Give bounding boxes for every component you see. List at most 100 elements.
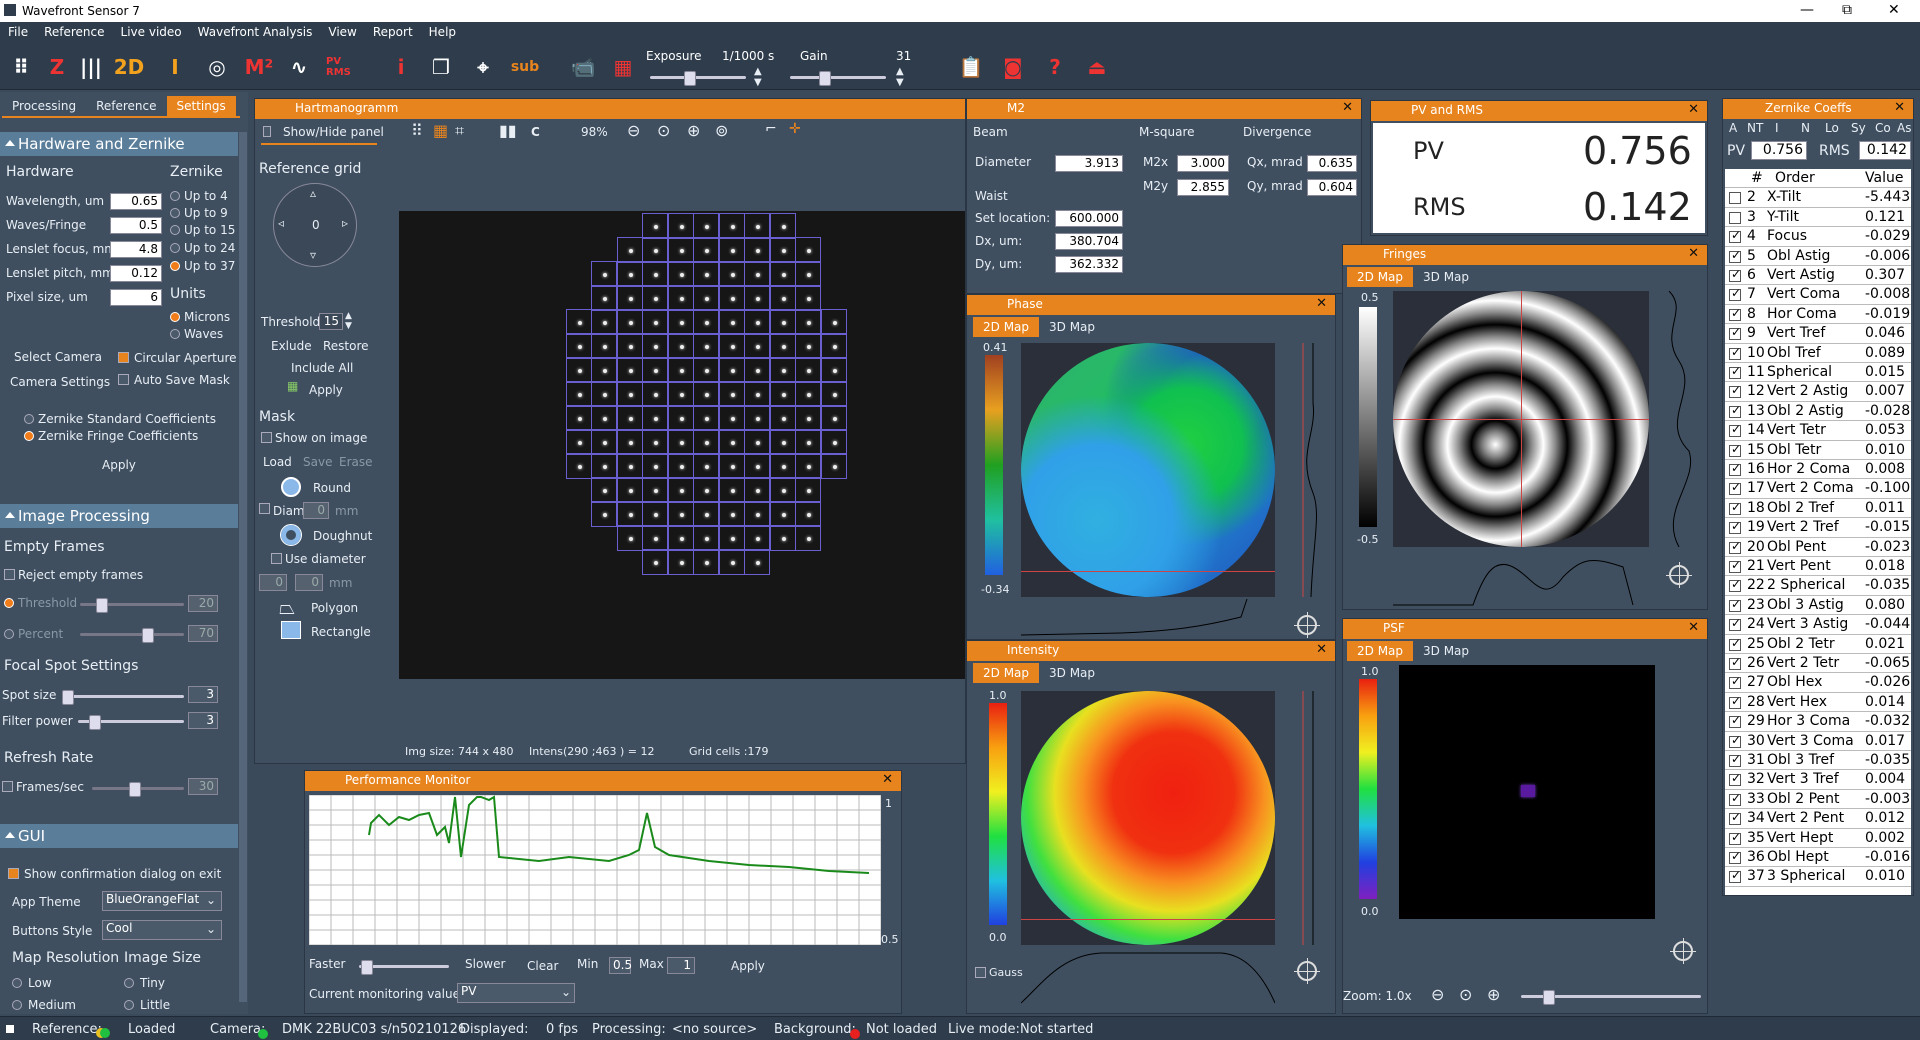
polygon-icon[interactable]: ⏢ — [279, 595, 295, 619]
intensity-map[interactable] — [1021, 691, 1275, 945]
close-icon[interactable]: ✕ — [1316, 642, 1327, 657]
use-diameter-checkbox[interactable] — [271, 553, 282, 564]
zernike-row-checkbox[interactable] — [1729, 519, 1741, 535]
circular-aperture-checkbox[interactable] — [118, 352, 129, 363]
psf-zoom-fit-icon[interactable]: ⊙ — [1459, 985, 1473, 1004]
crosshair-icon[interactable]: ⌖ — [477, 55, 489, 79]
show-hide-label[interactable]: Show/Hide panel — [283, 125, 384, 139]
zernike-row[interactable]: 5 Obl Astig -0.006 — [1725, 246, 1911, 266]
zernike-row[interactable]: 4 Focus -0.029 — [1725, 227, 1911, 247]
tab-processing[interactable]: Processing — [12, 99, 77, 113]
select-camera-button[interactable]: Select Camera — [14, 350, 102, 364]
zernike-row[interactable]: 2 X-Tilt -5.443 — [1725, 188, 1911, 208]
fringes-tab-2d[interactable]: 2D Map — [1347, 267, 1414, 287]
grid-cells-icon[interactable]: ▦ — [433, 121, 449, 140]
zernike-row-checkbox[interactable] — [1729, 267, 1741, 282]
rectangle-icon[interactable] — [281, 621, 301, 639]
app-theme-select[interactable]: BlueOrangeFlat — [102, 891, 222, 911]
hart-threshold-field[interactable]: 15 — [319, 313, 343, 330]
diam-checkbox[interactable] — [259, 503, 270, 514]
menu-reference[interactable]: Reference — [44, 25, 105, 39]
load-button[interactable]: Load — [263, 455, 292, 469]
close-icon[interactable]: ✕ — [882, 772, 893, 787]
zernike-row-checkbox[interactable] — [1729, 577, 1741, 593]
exposure-spin-icon[interactable]: ▲ ▼ — [754, 66, 762, 88]
percent-radio[interactable] — [4, 629, 14, 639]
filter-power-field[interactable]: 3 — [188, 712, 218, 729]
zernike-row-checkbox[interactable] — [1729, 345, 1741, 360]
zernike-row[interactable]: 9 Vert Tref 0.046 — [1725, 324, 1911, 344]
info-icon[interactable]: i — [397, 55, 405, 79]
zernike-row-checkbox[interactable] — [1729, 655, 1741, 670]
zoom-out-icon[interactable]: ⊖ — [627, 121, 641, 140]
diam-field[interactable]: 0 — [303, 502, 329, 519]
zernike-row-checkbox[interactable] — [1729, 791, 1741, 806]
arrow-down-icon[interactable]: ▿ — [310, 248, 317, 262]
zernike-row-checkbox[interactable] — [1729, 192, 1741, 205]
zernike-row-checkbox[interactable] — [1729, 771, 1741, 787]
tab-reference[interactable]: Reference — [96, 99, 157, 113]
wavelength-field[interactable]: 0.65 — [110, 193, 162, 210]
max-field[interactable]: 1 — [667, 957, 695, 974]
filter-a[interactable]: A — [1729, 121, 1738, 135]
close-button[interactable]: ✕ — [1888, 2, 1900, 18]
hartmanogram-image[interactable] — [399, 211, 965, 679]
snapshot-icon[interactable]: ◙ — [1003, 55, 1023, 79]
crosshair-icon[interactable] — [1294, 958, 1320, 984]
grid-icon[interactable]: ⠿ — [13, 55, 29, 79]
zernike-row-checkbox[interactable] — [1729, 442, 1741, 457]
zernike-row[interactable]: 3 Y-Tilt 0.121 — [1725, 207, 1911, 228]
gain-spin-icon[interactable]: ▲ ▼ — [896, 66, 904, 88]
psf-zoom-slider[interactable] — [1521, 990, 1701, 1005]
percent-field[interactable]: 70 — [188, 625, 218, 642]
filter-co[interactable]: Co — [1875, 121, 1891, 135]
report-icon[interactable]: 📋 — [958, 55, 984, 79]
filter-power-slider[interactable] — [78, 715, 184, 730]
apply-grid-icon[interactable]: ▦ — [287, 379, 299, 393]
zernike-row-checkbox[interactable] — [1729, 325, 1741, 341]
fringe-icon[interactable]: ||| — [80, 55, 102, 79]
camera-settings-button[interactable]: Camera Settings — [10, 375, 111, 389]
fps-field[interactable]: 30 — [188, 778, 218, 795]
res-low-radio[interactable] — [12, 978, 22, 988]
zernike-row[interactable]: 373 Spherical 0.010 — [1725, 867, 1911, 887]
arrow-left-icon[interactable]: ◃ — [278, 216, 285, 230]
cross-icon[interactable]: ✛ — [789, 121, 801, 137]
grid-lines-icon[interactable]: ⌗ — [455, 121, 465, 140]
windows-icon[interactable]: ❐ — [432, 55, 450, 79]
exclude-button[interactable]: Exlude — [271, 339, 312, 353]
psf-tab-2d[interactable]: 2D Map — [1347, 641, 1414, 661]
confirm-exit-checkbox[interactable] — [8, 868, 19, 879]
zernike-row-checkbox[interactable] — [1729, 868, 1741, 884]
zernike-row[interactable]: 8 Hor Coma -0.019 — [1725, 304, 1911, 325]
close-icon[interactable]: ✕ — [1342, 100, 1353, 115]
phase-tab-2d[interactable]: 2D Map — [973, 317, 1040, 337]
fringes-map[interactable] — [1393, 291, 1649, 547]
res-medium-radio[interactable] — [12, 1000, 22, 1010]
zernike-row-checkbox[interactable] — [1729, 597, 1741, 612]
zernike-row-checkbox[interactable] — [1729, 636, 1741, 651]
zernike-up-to-37-radio[interactable] — [170, 261, 180, 271]
zernike-row-checkbox[interactable] — [1729, 616, 1741, 632]
psf-tab-3d[interactable]: 3D Map — [1423, 644, 1470, 658]
zernike-row-checkbox[interactable] — [1729, 752, 1741, 767]
zernike-up-to-4-radio[interactable] — [170, 191, 180, 201]
close-icon[interactable]: ✕ — [1688, 246, 1699, 261]
threshold-radio[interactable] — [4, 598, 14, 608]
erase-button[interactable]: Erase — [339, 455, 373, 469]
map-2d-icon[interactable]: 2D — [113, 55, 145, 79]
zernike-row[interactable]: 222 Spherical -0.035 — [1725, 576, 1911, 596]
menu-wavefront-analysis[interactable]: Wavefront Analysis — [197, 25, 313, 39]
